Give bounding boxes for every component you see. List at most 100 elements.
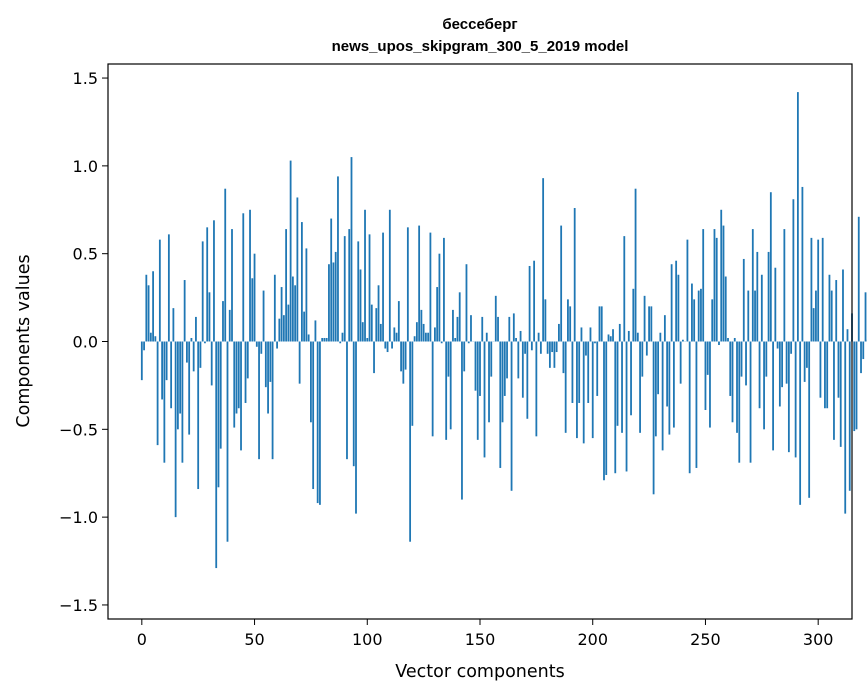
bar-6 bbox=[154, 336, 157, 342]
bar-115 bbox=[400, 341, 402, 372]
bar-99 bbox=[364, 209, 366, 342]
bar-253 bbox=[711, 299, 714, 342]
bar-47 bbox=[246, 341, 249, 379]
bar-38 bbox=[226, 341, 229, 542]
bar-110 bbox=[388, 209, 391, 342]
bar-250 bbox=[704, 341, 707, 410]
bar-238 bbox=[677, 274, 680, 342]
bar-237 bbox=[675, 260, 678, 342]
bar-211 bbox=[616, 341, 619, 426]
bar-160 bbox=[501, 341, 504, 423]
bar-102 bbox=[370, 304, 373, 342]
bar-216 bbox=[627, 330, 630, 342]
bar-205 bbox=[603, 341, 605, 481]
bar-55 bbox=[264, 341, 267, 388]
bar-311 bbox=[842, 269, 844, 342]
bar-295 bbox=[806, 341, 808, 368]
bar-40 bbox=[231, 229, 233, 342]
bar-113 bbox=[395, 332, 398, 342]
bar-50 bbox=[253, 253, 256, 342]
bar-132 bbox=[438, 253, 441, 342]
bar-275 bbox=[760, 274, 763, 342]
bar-245 bbox=[693, 299, 696, 342]
bar-283 bbox=[778, 341, 781, 407]
bar-73 bbox=[305, 248, 308, 342]
bar-301 bbox=[819, 341, 822, 398]
bar-197 bbox=[585, 341, 587, 356]
bar-280 bbox=[772, 341, 774, 451]
bar-287 bbox=[787, 341, 790, 453]
bar-267 bbox=[742, 258, 745, 342]
bar-79 bbox=[319, 341, 321, 505]
bar-263 bbox=[733, 337, 736, 342]
bar-247 bbox=[697, 290, 700, 342]
bar-212 bbox=[618, 323, 621, 342]
bar-1 bbox=[143, 341, 145, 351]
bar-208 bbox=[609, 336, 612, 342]
bar-24 bbox=[195, 316, 197, 342]
bar-175 bbox=[535, 341, 538, 437]
bar-184 bbox=[555, 341, 558, 353]
bar-134 bbox=[443, 237, 445, 342]
bar-56 bbox=[267, 341, 269, 414]
bar-149 bbox=[476, 341, 479, 440]
bar-8 bbox=[158, 239, 161, 342]
bar-230 bbox=[659, 332, 662, 342]
bar-124 bbox=[420, 309, 423, 342]
bar-188 bbox=[564, 341, 567, 433]
bar-296 bbox=[808, 341, 811, 498]
bar-256 bbox=[718, 341, 720, 346]
bar-223 bbox=[643, 295, 646, 342]
bar-120 bbox=[411, 341, 414, 426]
bar-192 bbox=[573, 208, 576, 342]
x-tick-label-1: 50 bbox=[244, 630, 264, 649]
x-tick-label-2: 100 bbox=[352, 630, 383, 649]
bar-185 bbox=[558, 323, 560, 342]
bar-159 bbox=[499, 341, 502, 468]
bar-31 bbox=[210, 341, 213, 386]
bar-66 bbox=[289, 160, 292, 342]
bar-181 bbox=[548, 341, 551, 368]
y-tick-label-4: −0.5 bbox=[59, 420, 98, 439]
bar-320 bbox=[862, 341, 865, 360]
bar-145 bbox=[467, 341, 470, 344]
bar-215 bbox=[625, 341, 628, 472]
bar-166 bbox=[515, 337, 517, 342]
bar-67 bbox=[291, 276, 294, 342]
bar-174 bbox=[533, 260, 536, 342]
bar-168 bbox=[519, 330, 522, 342]
bar-22 bbox=[190, 337, 193, 342]
bar-27 bbox=[201, 241, 204, 342]
bar-321 bbox=[864, 292, 867, 342]
bar-289 bbox=[792, 199, 795, 342]
bar-272 bbox=[754, 290, 756, 342]
bar-195 bbox=[580, 327, 583, 342]
bar-290 bbox=[794, 341, 797, 458]
bar-265 bbox=[738, 341, 741, 463]
bar-135 bbox=[445, 341, 448, 440]
bar-138 bbox=[452, 309, 454, 342]
bar-64 bbox=[285, 229, 288, 342]
bar-240 bbox=[682, 339, 684, 342]
bar-136 bbox=[447, 341, 450, 377]
bar-148 bbox=[474, 341, 477, 391]
bar-54 bbox=[262, 290, 265, 342]
plot-frame bbox=[107, 63, 853, 620]
bar-239 bbox=[679, 341, 682, 384]
bar-141 bbox=[458, 292, 461, 342]
bar-189 bbox=[567, 299, 569, 342]
bar-210 bbox=[614, 341, 617, 474]
bar-95 bbox=[355, 341, 357, 514]
bar-158 bbox=[497, 316, 499, 342]
bar-291 bbox=[796, 92, 799, 342]
bar-143 bbox=[463, 341, 466, 372]
bar-319 bbox=[860, 341, 862, 374]
bar-142 bbox=[461, 341, 463, 500]
bar-53 bbox=[260, 341, 263, 354]
y-tick-label-3: 0.0 bbox=[73, 333, 98, 352]
bar-232 bbox=[663, 315, 666, 342]
bar-163 bbox=[508, 316, 511, 342]
bar-155 bbox=[490, 341, 493, 377]
bar-85 bbox=[332, 262, 335, 342]
